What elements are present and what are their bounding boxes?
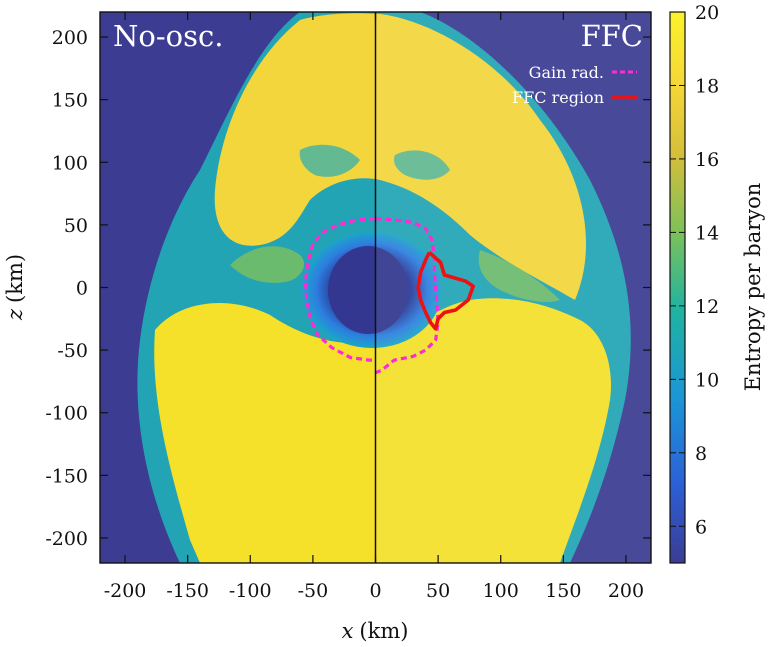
x-tick-label-5: 50 [426,580,450,602]
y-axis-title: z (km) [3,254,27,321]
contours [303,217,475,375]
x-tick-label-3: -50 [298,580,329,602]
mixing-swirl-top-right [394,150,450,180]
inner-core-dark [328,246,408,334]
ffc-region-contour [416,251,475,331]
colorbar: 20 18 16 14 12 10 8 6 Entropy per baryon [669,2,765,564]
x-tick-label-1: -150 [166,580,209,602]
legend-entry-gain-radius: Gain rad. [529,63,637,82]
colorbar-tick-label-6: 8 [695,443,707,465]
y-tick-labels: 200 150 100 50 0 -50 -100 -150 -200 [45,27,88,550]
x-tick-label-0: -200 [104,580,147,602]
x-tick-label-7: 150 [545,580,581,602]
x-tick-labels: -200 -150 -100 -50 0 50 100 150 200 [104,580,644,602]
x-tick-label-2: -100 [229,580,272,602]
mixing-swirl-right [478,250,560,302]
colorbar-tick-label-4: 12 [695,296,719,318]
legend: Gain rad. FFC region [512,63,637,107]
x-tick-label-6: 100 [483,580,519,602]
mixing-swirl-left [230,246,305,283]
legend-label-gain-radius: Gain rad. [529,63,604,82]
panel-label-right: FFC [581,19,643,53]
mixing-swirl-top [299,144,360,177]
x-axis-title: x (km) [342,619,409,643]
colorbar-tick-label-3: 14 [695,222,719,244]
y-tick-label-6: -100 [45,403,88,425]
gain-radius-contour-left [303,217,376,362]
lower-plume [154,298,611,563]
x-axis-unit: (km) [359,619,408,643]
y-tick-label-5: -50 [57,340,88,362]
y-tick-label-1: 150 [52,90,88,112]
y-tick-label-0: 200 [52,27,88,49]
y-tick-label-3: 50 [64,215,88,237]
colorbar-tick-label-5: 10 [695,369,719,391]
y-tick-label-4: 0 [76,278,88,300]
gain-radius-contour-right [374,217,440,375]
colorbar-label: Entropy per baryon [741,183,765,392]
legend-entry-ffc-region: FFC region [512,88,637,107]
y-tick-label-2: 100 [52,152,88,174]
colorbar-tick-label-0: 20 [695,2,719,24]
y-tick-label-7: -150 [45,465,88,487]
ffc-half-tint [375,12,651,563]
x-tick-label-4: 0 [369,580,381,602]
legend-label-ffc-region: FFC region [512,88,604,107]
colorbar-gradient [669,11,686,564]
x-axis-variable: x [342,619,354,643]
y-axis-variable: z [3,308,27,321]
y-axis-unit: (km) [3,254,27,303]
tick-marks [100,12,651,563]
panel-label-left: No-osc. [113,19,223,53]
x-tick-label-8: 200 [608,580,644,602]
y-tick-label-8: -200 [45,528,88,550]
colorbar-ticks: 20 18 16 14 12 10 8 6 [670,2,719,538]
colorbar-tick-label-7: 6 [695,516,707,538]
colorbar-tick-label-1: 18 [695,75,719,97]
colorbar-tick-label-2: 16 [695,149,719,171]
